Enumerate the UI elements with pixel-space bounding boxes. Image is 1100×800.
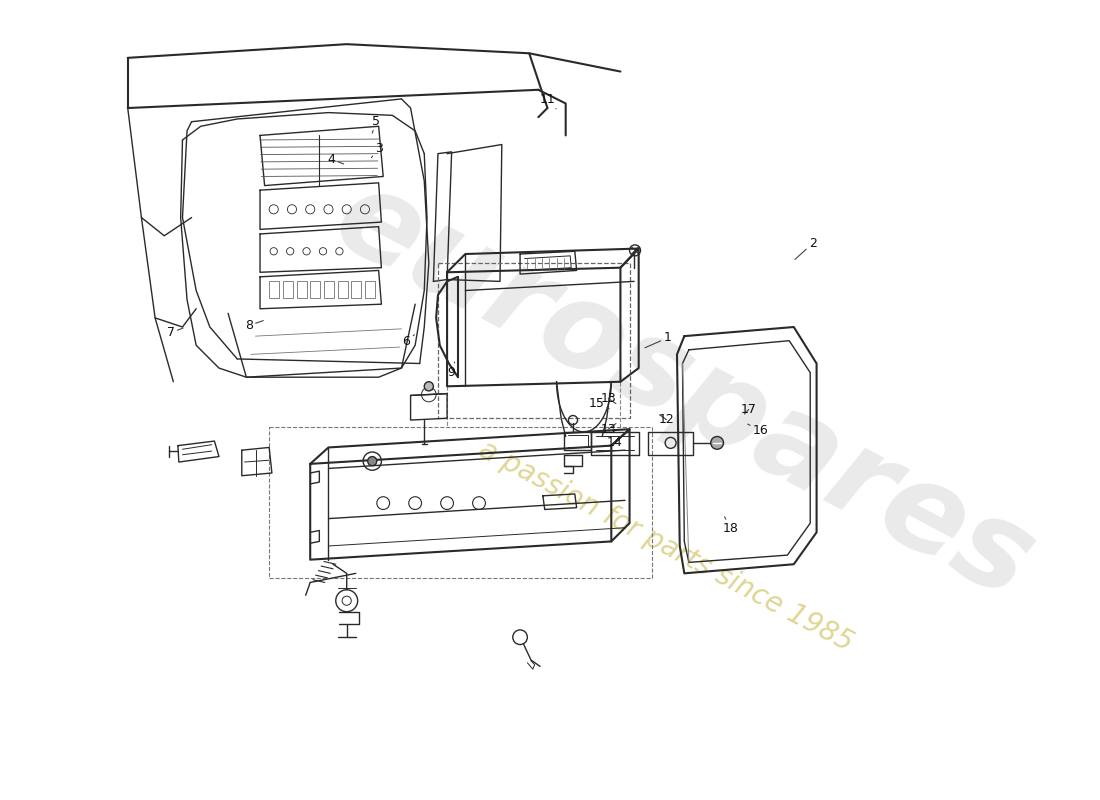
Text: 7: 7 (166, 326, 183, 339)
Text: 13: 13 (601, 422, 616, 436)
Bar (270, 282, 279, 298)
Bar (323, 282, 334, 298)
Text: 2: 2 (795, 237, 817, 259)
Text: 18: 18 (723, 517, 738, 535)
Bar (310, 282, 320, 298)
Text: eurospares: eurospares (316, 158, 1053, 624)
Text: a passion for parts since 1985: a passion for parts since 1985 (474, 435, 858, 657)
Bar (365, 282, 375, 298)
Text: 17: 17 (740, 403, 757, 416)
Text: 13: 13 (601, 392, 616, 405)
Circle shape (367, 457, 377, 466)
Text: 15: 15 (588, 397, 609, 410)
Text: 6: 6 (403, 334, 415, 348)
Text: 11: 11 (540, 93, 557, 109)
Text: 12: 12 (659, 414, 674, 426)
Text: 3: 3 (372, 142, 383, 158)
Text: 9: 9 (448, 362, 455, 378)
Bar (270, 427, 652, 578)
Circle shape (425, 382, 433, 391)
Text: 16: 16 (748, 424, 769, 437)
Text: 4: 4 (328, 153, 343, 166)
Bar (351, 282, 361, 298)
Bar (283, 282, 293, 298)
Bar (338, 282, 348, 298)
Text: 14: 14 (606, 436, 623, 449)
Bar (297, 282, 307, 298)
Text: 1: 1 (645, 331, 671, 348)
Text: 5: 5 (372, 114, 381, 133)
Text: 8: 8 (245, 319, 263, 332)
Bar (438, 263, 629, 418)
Circle shape (711, 437, 724, 450)
